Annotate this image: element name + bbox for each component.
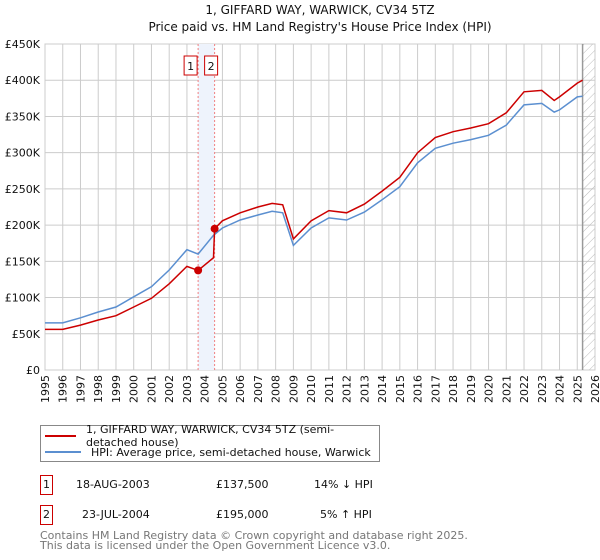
sale-label: 2 [208, 60, 215, 73]
footer-licence: This data is licensed under the Open Gov… [40, 539, 391, 552]
x-tick-label: 2003 [181, 375, 194, 403]
y-tick-label: £150K [5, 255, 41, 268]
x-tick-label: 2017 [429, 375, 442, 403]
x-tick-label: 2022 [518, 375, 531, 403]
x-tick-label: 2011 [323, 375, 336, 403]
x-tick-label: 2023 [536, 375, 549, 403]
x-tick-label: 2004 [199, 375, 212, 403]
x-tick-label: 2000 [128, 375, 141, 403]
y-tick-label: £450K [5, 38, 41, 51]
transaction-number: 2 [40, 505, 53, 525]
y-tick-label: £100K [5, 292, 41, 305]
legend-label-hpi: HPI: Average price, semi-detached house,… [91, 445, 371, 459]
transaction-number: 1 [40, 475, 53, 495]
x-tick-label: 2006 [234, 375, 247, 403]
transaction-row: 1 18-AUG-2003 £137,500 14% ↓ HPI [40, 475, 600, 495]
chart-subtitle: Price paid vs. HM Land Registry's House … [148, 20, 491, 34]
transaction-hpi-diff: 14% ↓ HPI [314, 478, 373, 491]
sale-label-box [183, 55, 198, 76]
x-tick-label: 2014 [376, 375, 389, 403]
x-tick-label: 2018 [447, 375, 460, 403]
x-tick-label: 2008 [270, 375, 283, 403]
x-tick-label: 2020 [483, 375, 496, 403]
x-tick-label: 2025 [571, 375, 584, 403]
y-tick-label: £350K [5, 110, 41, 123]
legend-label-property: 1, GIFFARD WAY, WARWICK, CV34 5TZ (semi-… [85, 423, 335, 449]
x-tick-label: 2021 [500, 375, 513, 403]
transaction-row: 2 23-JUL-2004 £195,000 5% ↑ HPI [40, 505, 600, 525]
y-tick-label: £50K [12, 328, 41, 341]
x-tick-label: 2002 [163, 375, 176, 403]
sale-point-marker [210, 224, 219, 233]
sale-label-box [204, 55, 219, 76]
x-tick-label: 2001 [145, 375, 158, 403]
legend-item-property: 1, GIFFARD WAY, WARWICK, CV34 5TZ (semi-… [41, 423, 379, 449]
x-tick-label: 2009 [287, 375, 300, 403]
transaction-hpi-diff: 5% ↑ HPI [320, 508, 372, 521]
y-tick-label: £250K [5, 183, 41, 196]
x-tick-label: 2005 [216, 375, 229, 403]
x-tick-label: 1996 [57, 375, 70, 403]
y-tick-label: £200K [5, 219, 41, 232]
sale-point-marker [194, 266, 203, 275]
y-tick-label: £400K [5, 74, 41, 87]
hpi-line [45, 95, 583, 324]
x-tick-label: 1997 [74, 375, 87, 403]
y-tick-label: £300K [5, 147, 41, 160]
x-tick-label: 1998 [92, 375, 105, 403]
x-tick-label: 2013 [358, 375, 371, 403]
sale-period-band [198, 44, 215, 370]
price-chart: 1, GIFFARD WAY, WARWICK, CV34 5TZ Price … [5, 3, 600, 403]
x-tick-label: 2019 [465, 375, 478, 403]
transaction-date: 23-JUL-2004 [82, 508, 150, 521]
x-tick-label: 1995 [39, 375, 52, 403]
x-tick-label: 2024 [554, 375, 567, 403]
legend: 1, GIFFARD WAY, WARWICK, CV34 5TZ (semi-… [40, 423, 380, 462]
x-tick-label: 2016 [412, 375, 425, 403]
x-tick-label: 2026 [589, 375, 600, 403]
x-tick-label: 2012 [341, 375, 354, 403]
property-price-line [45, 79, 583, 331]
footer: Contains HM Land Registry data © Crown c… [40, 529, 468, 552]
legend-red-line [45, 435, 76, 437]
transaction-price: £137,500 [216, 478, 269, 491]
plot-area [44, 43, 596, 371]
transaction-price: £195,000 [216, 508, 269, 521]
footer-copyright: Contains HM Land Registry data © Crown c… [40, 529, 468, 542]
legend-blue-line [45, 451, 81, 453]
sale-label: 1 [187, 60, 194, 73]
legend-item-hpi: HPI: Average price, semi-detached house,… [41, 444, 371, 460]
x-tick-label: 1999 [110, 375, 123, 403]
x-tick-label: 2007 [252, 375, 265, 403]
y-tick-label: £0 [26, 364, 40, 377]
x-tick-label: 2010 [305, 375, 318, 403]
chart-title: 1, GIFFARD WAY, WARWICK, CV34 5TZ [205, 3, 434, 17]
transaction-date: 18-AUG-2003 [76, 478, 150, 491]
forecast-hatch [582, 44, 595, 370]
x-tick-label: 2015 [394, 375, 407, 403]
